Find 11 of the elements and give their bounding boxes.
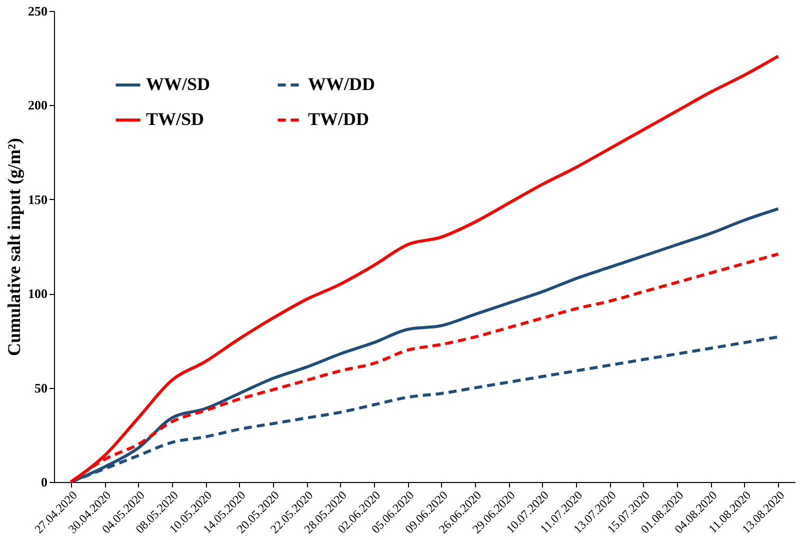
y-tick-label: 0 bbox=[41, 474, 48, 490]
y-tick-label: 250 bbox=[28, 4, 48, 18]
y-tick-label: 100 bbox=[28, 286, 48, 302]
y-tick-label: 150 bbox=[28, 192, 48, 207]
legend-label: TW/DD bbox=[308, 109, 370, 129]
y-axis-title: Cumulative salt input (g/m²) bbox=[4, 138, 24, 356]
legend-label: WW/SD bbox=[146, 74, 210, 94]
legend-label: TW/SD bbox=[146, 109, 204, 129]
y-tick-label: 200 bbox=[28, 98, 48, 113]
legend-label: WW/DD bbox=[308, 74, 375, 94]
y-tick-label: 50 bbox=[34, 380, 48, 396]
